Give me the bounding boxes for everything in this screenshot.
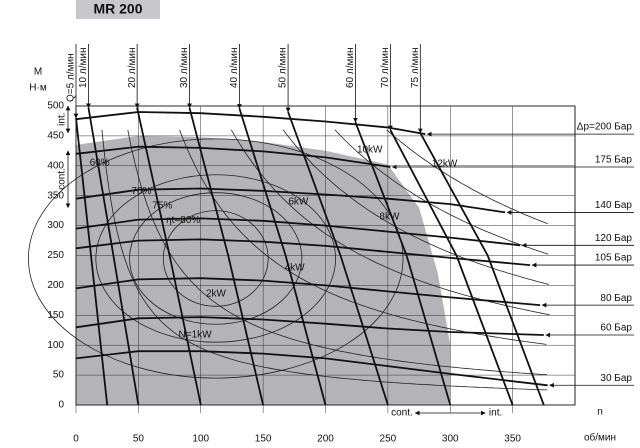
efficiency-contour xyxy=(28,138,404,379)
efficiency-label: ηt=80% xyxy=(166,215,200,226)
pressure-curve xyxy=(75,187,506,214)
x-tick-label: 150 xyxy=(255,434,272,445)
flow-label: 75 л/мин xyxy=(410,48,421,89)
flow-line xyxy=(389,129,514,406)
pressure-label: 175 Бар xyxy=(595,155,633,166)
pressure-label: 120 Бар xyxy=(595,233,633,244)
efficiency-label: 60% xyxy=(90,157,110,168)
power-label: N=1kW xyxy=(179,329,213,340)
chart-title: MR 200 xyxy=(93,1,142,17)
pressure-curve xyxy=(75,111,426,135)
pressure-curve xyxy=(75,217,521,247)
flow-label: 60 л/мин xyxy=(345,48,356,89)
y-tick-label: 0 xyxy=(58,400,64,411)
title-box xyxy=(76,0,160,19)
x-tick-label: 350 xyxy=(504,434,521,445)
x-tick-label: 250 xyxy=(380,434,397,445)
y-tick-label: 450 xyxy=(47,131,64,142)
flow-label: Q=5 л/мин xyxy=(66,53,77,102)
power-curve xyxy=(101,129,548,391)
y-tick-label: 300 xyxy=(47,220,64,231)
x-tick-label: 50 xyxy=(133,434,145,445)
flow-line xyxy=(287,111,389,406)
power-curve xyxy=(282,129,550,285)
efficiency-label: 70% xyxy=(131,186,151,197)
pressure-label: 30 Бар xyxy=(600,373,632,384)
x-axis-unit: об/мин xyxy=(584,432,616,444)
flow-line xyxy=(238,108,327,406)
y-tick-label: 250 xyxy=(47,250,64,261)
pressure-curve xyxy=(75,316,544,336)
x-axis-label: n xyxy=(597,407,603,418)
y-axis-unit: Н·м xyxy=(29,83,47,94)
power-label: 6kW xyxy=(288,196,309,207)
y-tick-label: 150 xyxy=(47,310,64,321)
power-label: 12kW xyxy=(432,159,458,170)
flow-label: 50 л/мин xyxy=(278,48,289,89)
power-label: 8kW xyxy=(379,211,400,222)
bottom-cont-label: cont. xyxy=(391,408,413,419)
y-tick-label: 350 xyxy=(47,190,64,201)
y-tick-label: 400 xyxy=(47,160,64,171)
x-tick-label: 200 xyxy=(317,434,334,445)
flow-line xyxy=(188,107,264,406)
pressure-label: 140 Бар xyxy=(595,200,633,211)
power-curve xyxy=(179,129,547,345)
y-tick-label: 500 xyxy=(47,101,64,112)
left-cont-label: cont. xyxy=(57,168,68,190)
pressure-curve xyxy=(75,350,548,387)
flow-label: 20 л/мин xyxy=(127,48,138,89)
flow-line xyxy=(87,107,140,406)
power-label: 10kW xyxy=(357,144,383,155)
x-tick-label: 100 xyxy=(192,434,209,445)
bottom-int-label: int. xyxy=(489,408,502,419)
power-curve xyxy=(231,129,550,316)
power-curve xyxy=(127,129,548,376)
x-tick-label: 0 xyxy=(73,434,79,445)
efficiency-label: 75% xyxy=(152,201,172,212)
efficiency-contour xyxy=(95,174,336,343)
pressure-curve xyxy=(75,277,541,306)
flow-label: 30 л/мин xyxy=(179,48,190,89)
x-tick-label: 300 xyxy=(442,434,459,445)
pressure-label: Δp=200 Бар xyxy=(577,122,633,133)
pressure-label: 60 Бар xyxy=(600,323,632,334)
flow-label: 70 л/мин xyxy=(380,48,391,89)
y-tick-label: 50 xyxy=(53,370,65,381)
efficiency-contour xyxy=(129,192,303,325)
flow-line xyxy=(136,107,202,406)
pressure-label: 105 Бар xyxy=(595,253,633,264)
flow-label: 10 л/мин xyxy=(78,48,89,89)
y-axis-label: M xyxy=(34,67,42,78)
y-tick-label: 200 xyxy=(47,280,64,291)
pressure-curve xyxy=(75,145,391,168)
y-tick-label: 100 xyxy=(47,340,64,351)
flow-line xyxy=(419,132,545,406)
pressure-curve xyxy=(75,238,531,266)
flow-label: 40 л/мин xyxy=(229,48,240,89)
pressure-label: 80 Бар xyxy=(600,293,632,304)
left-int-label: int. xyxy=(57,112,68,125)
flow-line xyxy=(354,121,452,406)
power-label: 4kW xyxy=(285,262,306,273)
power-label: 2kW xyxy=(206,289,227,300)
